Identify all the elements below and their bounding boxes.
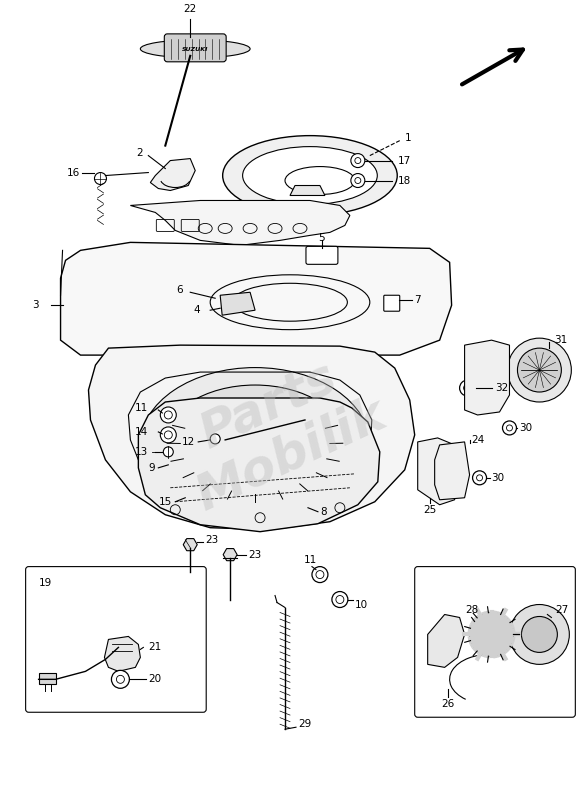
Polygon shape (427, 614, 465, 667)
Text: 7: 7 (413, 295, 420, 306)
Text: 32: 32 (495, 383, 509, 393)
Circle shape (472, 471, 486, 485)
Text: 11: 11 (135, 403, 148, 413)
Ellipse shape (140, 40, 250, 58)
Circle shape (509, 605, 569, 664)
FancyBboxPatch shape (218, 463, 292, 494)
Polygon shape (61, 242, 451, 355)
Circle shape (507, 338, 571, 402)
Circle shape (161, 407, 176, 423)
FancyBboxPatch shape (164, 34, 226, 62)
Circle shape (460, 380, 475, 396)
Text: 25: 25 (423, 505, 436, 514)
Circle shape (164, 447, 173, 457)
Text: 13: 13 (135, 447, 148, 457)
Text: 9: 9 (149, 463, 155, 473)
Text: 30: 30 (519, 423, 533, 433)
Text: 28: 28 (465, 605, 478, 614)
Polygon shape (465, 340, 509, 415)
Circle shape (312, 566, 328, 582)
Text: 23: 23 (205, 534, 218, 545)
Polygon shape (434, 442, 470, 500)
Text: 31: 31 (554, 335, 568, 345)
Text: 15: 15 (159, 497, 172, 506)
Polygon shape (183, 538, 197, 550)
Text: 21: 21 (148, 642, 162, 653)
Text: SUZUKI: SUZUKI (182, 47, 208, 52)
Ellipse shape (140, 367, 370, 522)
Ellipse shape (223, 136, 397, 215)
FancyBboxPatch shape (26, 566, 206, 712)
Text: 3: 3 (32, 300, 39, 310)
Polygon shape (89, 345, 415, 530)
Polygon shape (105, 637, 140, 671)
Circle shape (161, 427, 176, 443)
Circle shape (112, 670, 130, 688)
Polygon shape (290, 186, 325, 195)
Polygon shape (220, 292, 255, 315)
Text: 1: 1 (405, 133, 411, 142)
Text: 27: 27 (555, 605, 569, 614)
Text: 20: 20 (148, 674, 161, 684)
Polygon shape (130, 201, 350, 246)
Ellipse shape (163, 385, 347, 505)
Circle shape (502, 421, 516, 435)
Text: 2: 2 (137, 147, 143, 158)
Text: 4: 4 (193, 306, 200, 315)
Text: 26: 26 (441, 699, 454, 710)
Polygon shape (138, 398, 380, 532)
Circle shape (522, 617, 557, 652)
Text: 22: 22 (183, 4, 197, 14)
Text: 18: 18 (398, 175, 411, 186)
Text: 24: 24 (471, 435, 485, 445)
Text: 6: 6 (176, 286, 183, 295)
Text: 12: 12 (182, 437, 195, 447)
FancyBboxPatch shape (415, 566, 575, 718)
FancyBboxPatch shape (306, 246, 338, 264)
Text: 17: 17 (398, 155, 411, 166)
Circle shape (210, 434, 220, 444)
Text: 14: 14 (135, 427, 148, 437)
Ellipse shape (242, 146, 377, 205)
Circle shape (95, 173, 106, 185)
Text: 30: 30 (492, 473, 505, 483)
Circle shape (332, 591, 348, 607)
Text: 29: 29 (298, 719, 311, 730)
Text: 16: 16 (67, 167, 81, 178)
Text: 23: 23 (248, 550, 262, 560)
Circle shape (351, 174, 365, 187)
Text: 8: 8 (320, 506, 326, 517)
Polygon shape (39, 674, 55, 684)
FancyBboxPatch shape (384, 295, 399, 311)
Text: 10: 10 (355, 599, 368, 610)
Polygon shape (418, 438, 458, 505)
Circle shape (351, 154, 365, 167)
Circle shape (470, 613, 513, 656)
Text: 5: 5 (319, 234, 325, 243)
Circle shape (517, 348, 561, 392)
Polygon shape (223, 549, 237, 561)
Polygon shape (150, 158, 195, 190)
Text: Parts
Mobilik: Parts Mobilik (165, 340, 395, 520)
Text: 19: 19 (39, 578, 52, 587)
Text: 11: 11 (303, 554, 317, 565)
